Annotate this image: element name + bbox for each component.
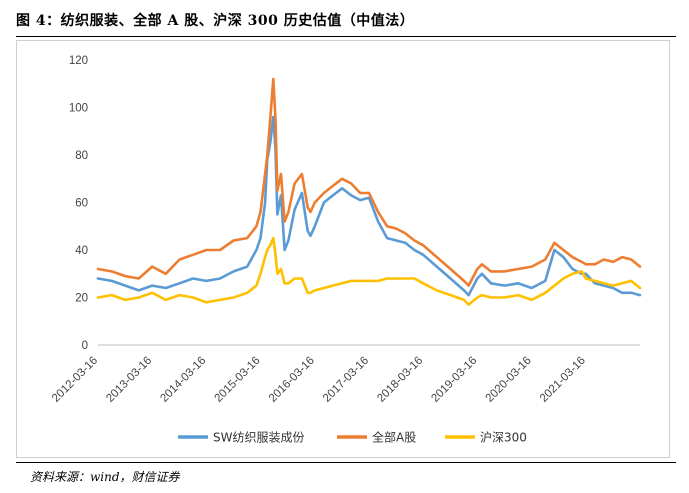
source-note: 资料来源：wind，财信证券	[30, 470, 180, 484]
series-line	[96, 236, 642, 306]
source-rule	[16, 462, 676, 463]
x-tick-label: 2018-03-16	[375, 355, 425, 405]
x-tick-label: 2017-03-16	[321, 355, 371, 405]
series-line	[96, 77, 642, 287]
x-tick-label: 2014-03-16	[158, 355, 208, 405]
chart-frame	[16, 40, 670, 458]
x-tick-label: 2020-03-16	[484, 355, 534, 405]
y-tick-label: 40	[75, 245, 88, 257]
x-tick-label: 2013-03-16	[104, 355, 154, 405]
y-tick-label: 20	[75, 293, 88, 305]
series-line	[96, 115, 642, 297]
y-tick-label: 120	[69, 55, 88, 67]
x-tick-label: 2012-03-16	[50, 355, 100, 405]
series-lines	[96, 77, 642, 306]
x-tick-label: 2019-03-16	[429, 355, 479, 405]
title-rule	[16, 36, 676, 37]
legend-label: SW纺织服装成份	[213, 431, 304, 445]
y-axis: 0 20 40 60 80 100 120	[69, 55, 88, 352]
x-tick-label: 2015-03-16	[213, 355, 263, 405]
x-tick-label: 2016-03-16	[267, 355, 317, 405]
legend: SW纺织服装成份 全部A股 沪深300	[178, 430, 527, 445]
x-axis: 2012-03-16 2013-03-16 2014-03-16 2015-03-16…	[50, 344, 640, 405]
legend-label: 全部A股	[372, 430, 416, 445]
chart-title: 图 4：纺织服装、全部 A 股、沪深 300 历史估值（中值法）	[16, 13, 415, 29]
y-tick-label: 60	[75, 198, 88, 210]
y-tick-label: 100	[69, 103, 88, 115]
y-tick-label: 80	[75, 150, 88, 162]
x-tick-label: 2021-03-16	[538, 355, 588, 405]
y-tick-label: 0	[82, 340, 88, 352]
legend-label: 沪深300	[480, 431, 527, 445]
